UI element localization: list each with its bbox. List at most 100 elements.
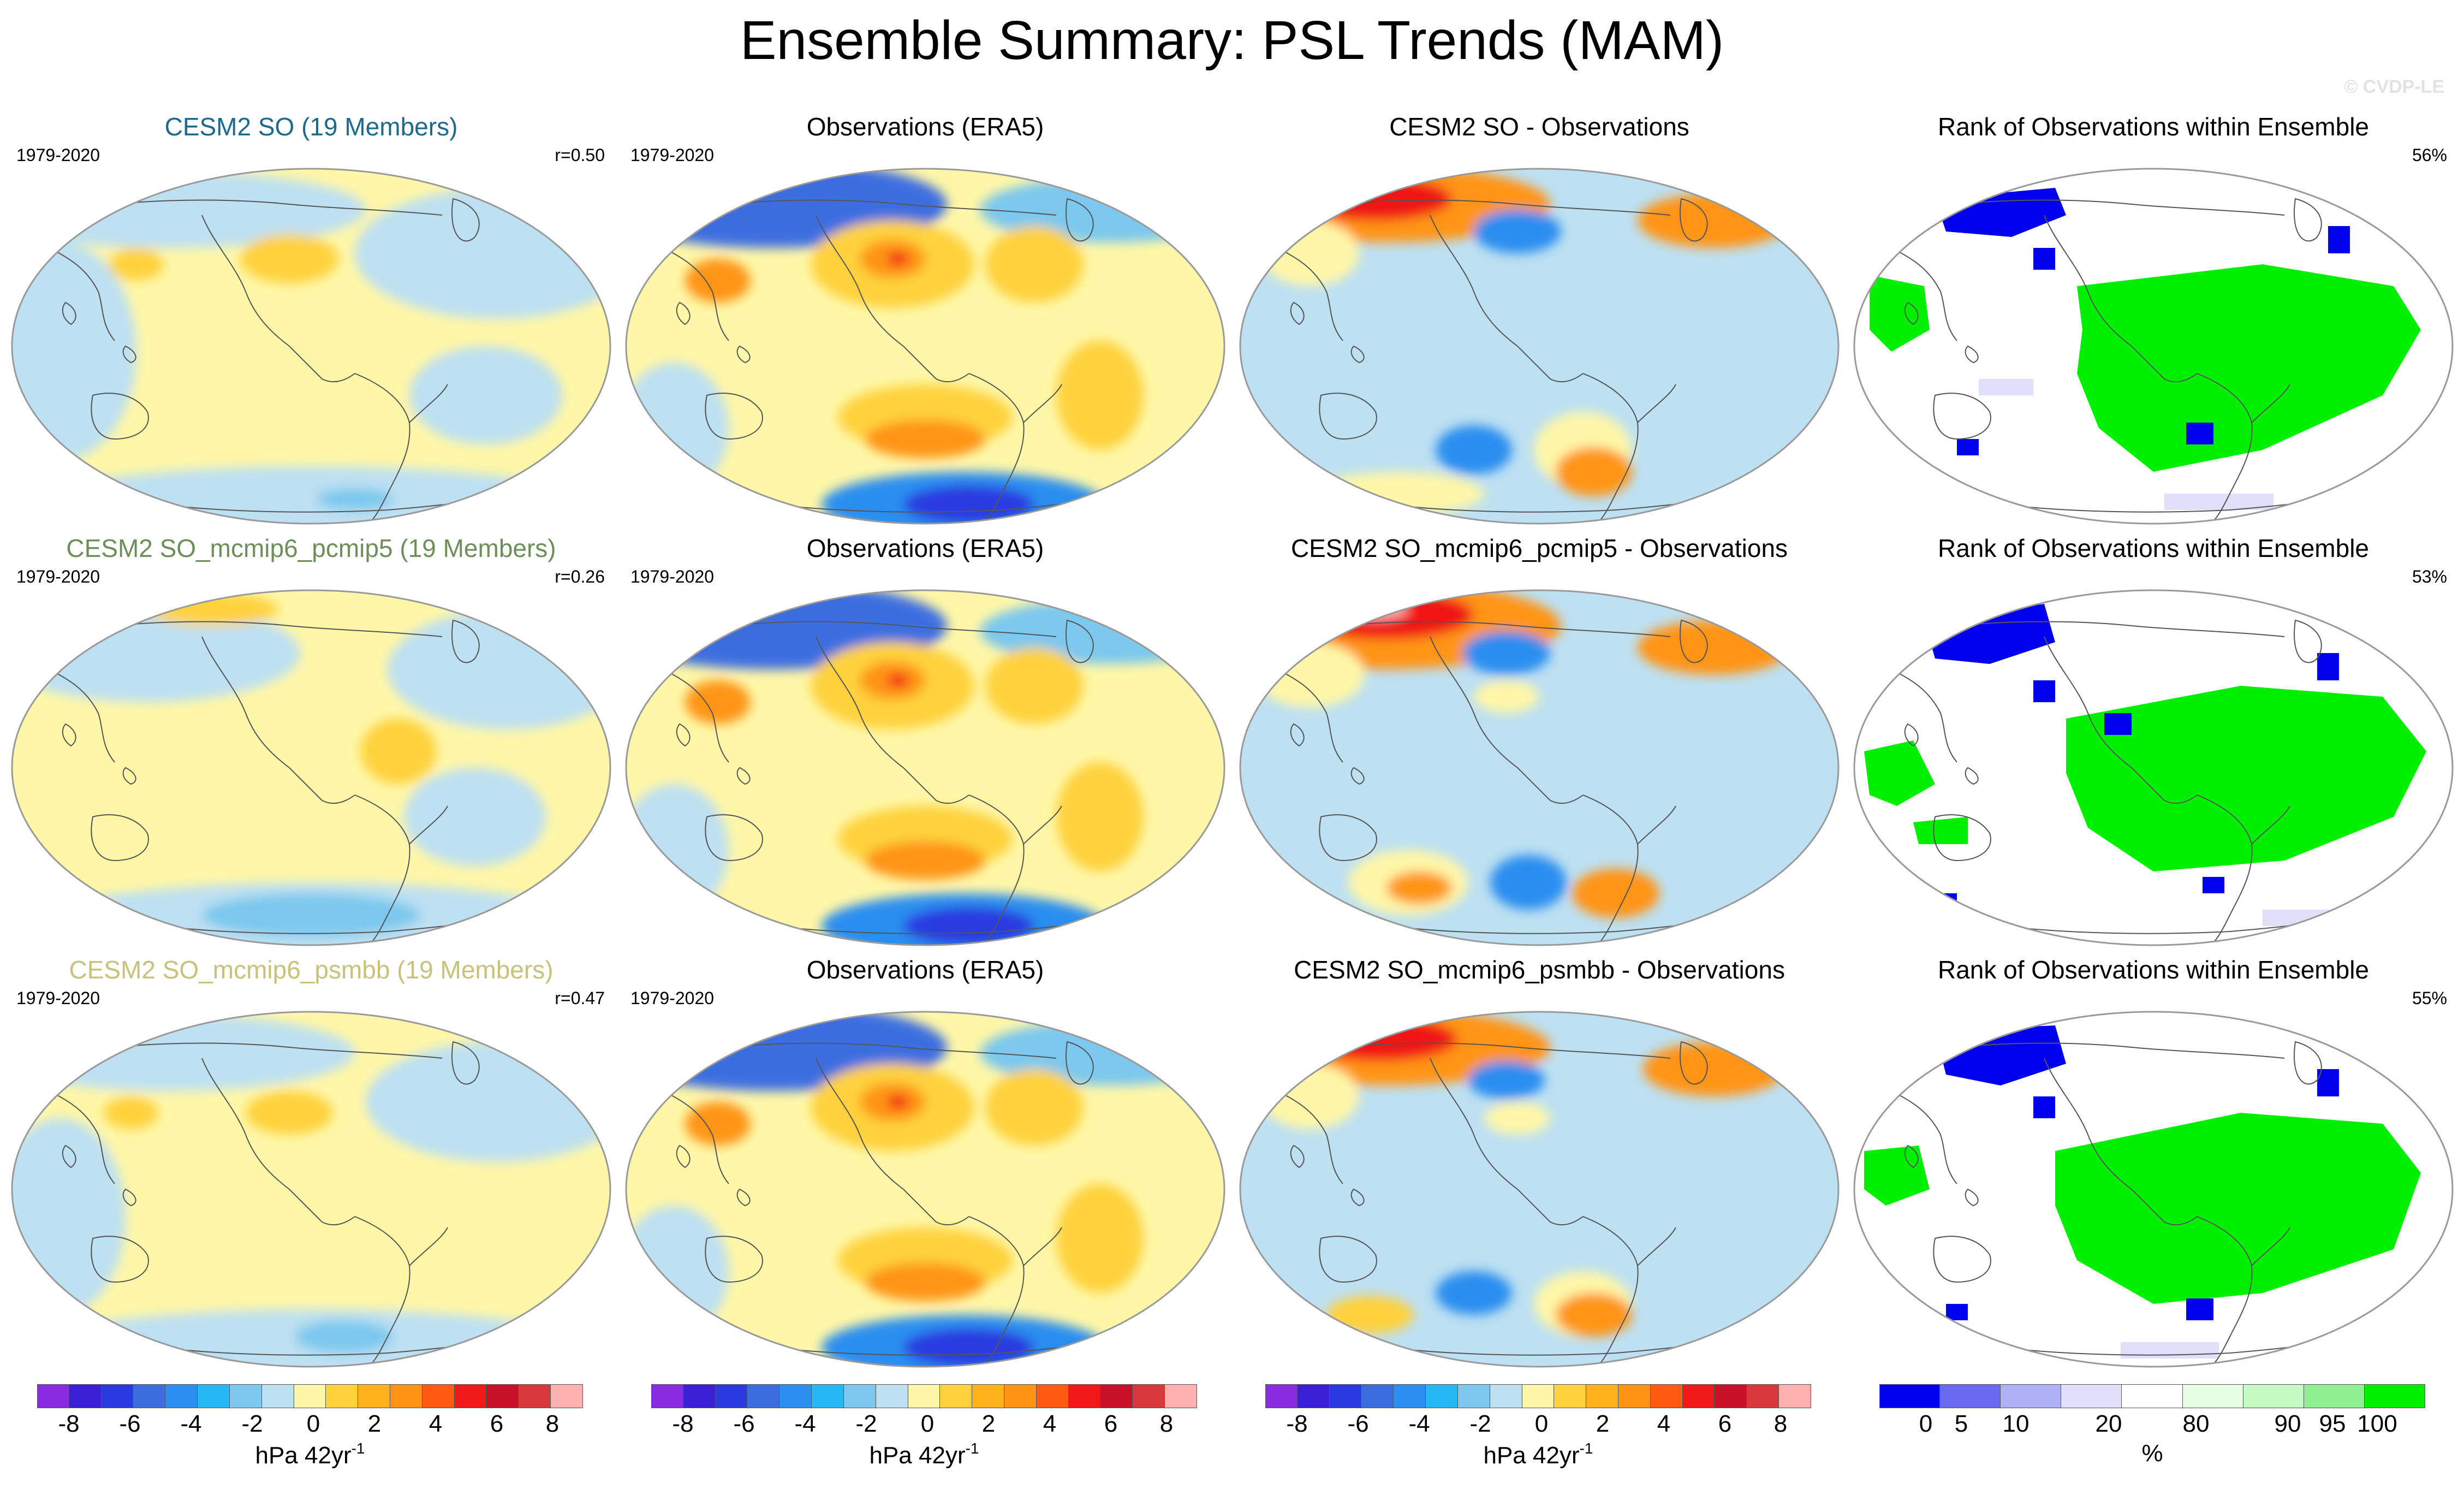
panel-period: 1979-2020	[630, 567, 715, 586]
colorbar-swatch	[1100, 1385, 1133, 1408]
colorbar-swatch	[519, 1385, 551, 1408]
panel-title: CESM2 SO_mcmip6_psmbb (19 Members)	[69, 956, 553, 984]
colorbar-swatch	[2182, 1385, 2243, 1408]
panel-title: Rank of Observations within Ensemble	[1937, 534, 2370, 562]
panel-model-row1: CESM2 SO (19 Members) 1979-2020 r=0.50	[5, 111, 617, 526]
rank-map	[1853, 168, 2454, 525]
colorbar-swatch	[2364, 1385, 2425, 1408]
colorbar-tick: -4	[794, 1410, 816, 1437]
panel-diff-row1: CESM2 SO - Observations	[1234, 111, 1845, 526]
colorbar-tick: 0	[1919, 1410, 1933, 1437]
colorbar-units: %	[2141, 1440, 2163, 1467]
colorbar-units: hPa 42yr-1	[255, 1440, 365, 1469]
colorbar-swatch	[1650, 1385, 1683, 1408]
colorbar-swatch	[1426, 1385, 1458, 1408]
colorbar-swatch	[876, 1385, 908, 1408]
colorbar-swatch	[747, 1385, 780, 1408]
colorbar-tick: 100	[2357, 1410, 2397, 1437]
panel-title: Rank of Observations within Ensemble	[1937, 956, 2370, 984]
colorbar-swatch	[454, 1385, 487, 1408]
trend-map	[11, 168, 611, 525]
figure-title: Ensemble Summary: PSL Trends (MAM)	[740, 10, 1724, 71]
colorbar-swatch	[101, 1385, 134, 1408]
colorbar-swatch	[1940, 1385, 2001, 1408]
colorbar-tick: 2	[981, 1410, 996, 1437]
colorbar-tick: 8	[545, 1410, 560, 1437]
difference-map	[1239, 168, 1840, 525]
colorbar-swatch	[294, 1385, 326, 1408]
panel-obs-row3: Observations (ERA5) 1979-2020	[620, 954, 1231, 1369]
difference-map	[1239, 1011, 1840, 1368]
colorbar-swatch	[1682, 1385, 1715, 1408]
colorbar-swatch	[779, 1385, 812, 1408]
colorbar-swatch	[683, 1385, 716, 1408]
colorbar-tick: 20	[2095, 1410, 2122, 1437]
trend-map	[625, 168, 1225, 525]
panel-title: Observations (ERA5)	[806, 956, 1044, 984]
panel-title: CESM2 SO_mcmip6_pcmip5 - Observations	[1290, 534, 1788, 562]
pattern-correlation: r=0.26	[555, 567, 605, 586]
colorbar-swatch	[165, 1385, 198, 1408]
colorbar-swatch	[486, 1385, 519, 1408]
rank-map	[1853, 589, 2454, 946]
colorbar-swatch	[843, 1385, 876, 1408]
colorbar-tick: 6	[1718, 1410, 1732, 1437]
panel-rank-row2: Rank of Observations within Ensemble 53%	[1848, 533, 2459, 948]
colorbar-swatch	[358, 1385, 390, 1408]
colorbar-swatch	[908, 1385, 941, 1408]
trend-map	[11, 1011, 611, 1368]
panel-period: 1979-2020	[630, 988, 715, 1008]
trend-map	[625, 1011, 1225, 1368]
colorbar-swatch	[1618, 1385, 1651, 1408]
colorbar-tick: 2	[367, 1410, 382, 1437]
colorbar-tick: 10	[2002, 1410, 2029, 1437]
colorbar-swatch	[2304, 1385, 2365, 1408]
panel-period: 1979-2020	[16, 988, 100, 1008]
pattern-correlation: r=0.47	[555, 988, 605, 1008]
colorbar-tick: 8	[1159, 1410, 1174, 1437]
colorbar-obs: -8 -6 -4 -2 0 2 4 6 8 hPa 42yr-1	[651, 1384, 1197, 1488]
panel-title: Rank of Observations within Ensemble	[1937, 112, 2370, 141]
colorbar-tick: -8	[1286, 1410, 1308, 1437]
colorbar-swatches	[1265, 1384, 1811, 1408]
colorbar-swatch	[69, 1385, 102, 1408]
colorbar-swatch	[390, 1385, 422, 1408]
colorbar-swatch	[715, 1385, 748, 1408]
colorbar-swatch	[198, 1385, 230, 1408]
panel-title: Observations (ERA5)	[806, 534, 1044, 562]
colorbar-swatch	[551, 1385, 583, 1408]
panel-title: CESM2 SO - Observations	[1389, 112, 1689, 141]
colorbar-swatch	[1779, 1385, 1811, 1408]
colorbar-tick: 4	[428, 1410, 443, 1437]
pattern-correlation: r=0.50	[555, 145, 605, 165]
colorbar-swatch	[812, 1385, 844, 1408]
colorbar-swatch	[1004, 1385, 1037, 1408]
colorbar-swatch	[2122, 1385, 2183, 1408]
colorbar-swatch	[1715, 1385, 1747, 1408]
colorbar-tick: -6	[119, 1410, 141, 1437]
colorbar-swatch	[972, 1385, 1004, 1408]
colorbar-swatch	[1490, 1385, 1522, 1408]
panel-period: 1979-2020	[16, 567, 100, 586]
colorbar-tick: -4	[180, 1410, 202, 1437]
rank-percent: 53%	[2412, 567, 2447, 586]
colorbar-tick: 0	[1534, 1410, 1549, 1437]
panel-title: CESM2 SO (19 Members)	[164, 112, 458, 141]
colorbar-swatch	[1457, 1385, 1490, 1408]
colorbar-swatch	[37, 1385, 69, 1408]
trend-map	[11, 589, 611, 946]
panel-model-row3: CESM2 SO_mcmip6_psmbb (19 Members) 1979-…	[5, 954, 617, 1369]
colorbar-tick: 5	[1954, 1410, 1968, 1437]
panel-period: 1979-2020	[16, 145, 100, 165]
colorbar-swatch	[229, 1385, 262, 1408]
colorbar-tick: -2	[241, 1410, 263, 1437]
colorbar-swatches	[651, 1384, 1197, 1408]
colorbar-tick: 80	[2182, 1410, 2210, 1437]
colorbar-swatch	[133, 1385, 166, 1408]
panel-diff-row2: CESM2 SO_mcmip6_pcmip5 - Observations	[1234, 533, 1845, 948]
colorbar-swatch	[651, 1385, 683, 1408]
colorbar-swatch	[1036, 1385, 1069, 1408]
colorbar-units: hPa 42yr-1	[869, 1440, 979, 1469]
colorbar-tick: 6	[1104, 1410, 1118, 1437]
rank-percent: 55%	[2412, 988, 2447, 1008]
